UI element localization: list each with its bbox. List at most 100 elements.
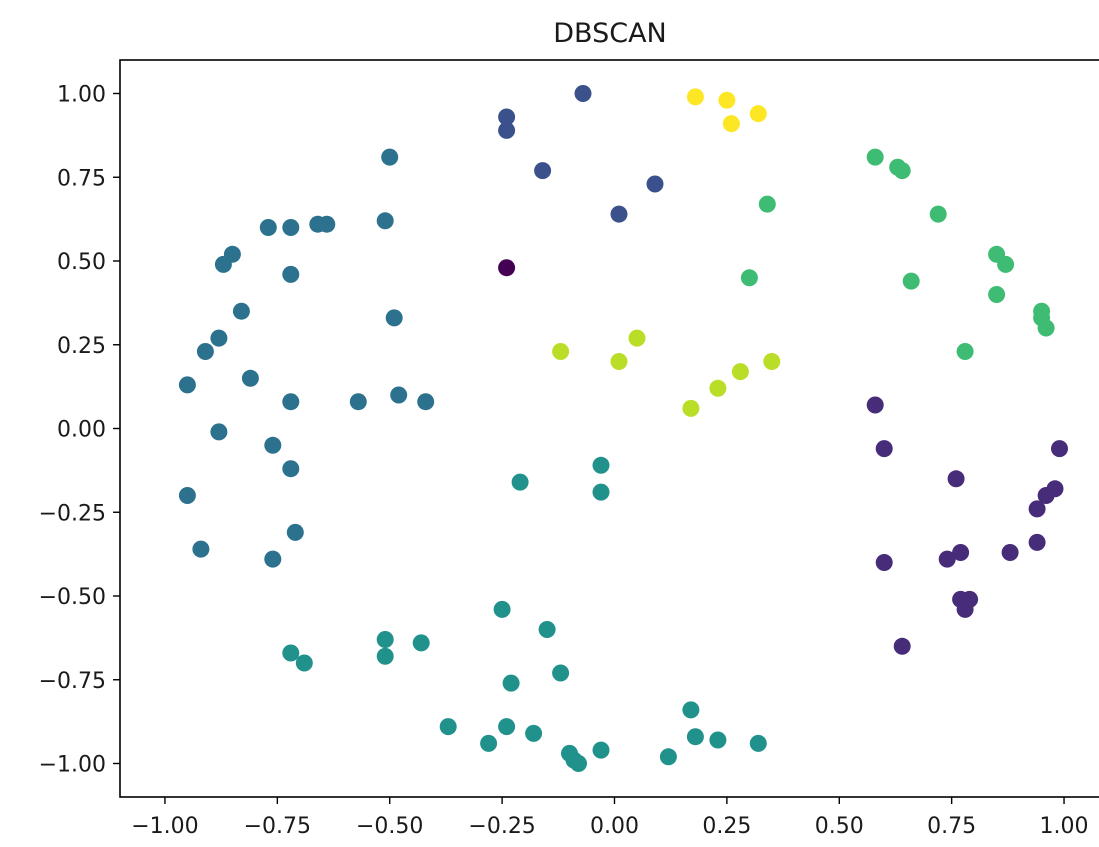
data-point-cluster-0 <box>1028 500 1046 518</box>
data-point-cluster-3 <box>282 644 300 662</box>
data-point-cluster-4 <box>997 255 1015 273</box>
data-point-cluster-4 <box>740 269 758 287</box>
data-point-cluster-4 <box>893 162 911 180</box>
data-point-cluster-2 <box>381 148 399 166</box>
data-point-cluster-2 <box>376 212 394 230</box>
data-point-cluster-2 <box>178 487 196 504</box>
data-point-cluster-4 <box>956 343 974 360</box>
data-point-cluster-0 <box>1051 440 1068 458</box>
data-point-cluster-4 <box>758 195 776 213</box>
data-point-cluster-2 <box>214 255 232 273</box>
data-point-cluster-2 <box>282 460 300 478</box>
data-point-cluster-0 <box>875 440 893 458</box>
data-point-cluster-2 <box>264 550 282 568</box>
data-point-cluster-3 <box>376 631 394 648</box>
data-point-cluster-4 <box>902 272 920 290</box>
data-point-cluster-2 <box>417 393 435 411</box>
x-tick-label: 0.00 <box>590 814 639 839</box>
data-point-cluster-2 <box>210 423 228 441</box>
data-point-cluster-2 <box>282 265 300 283</box>
data-point-cluster-1 <box>498 108 516 126</box>
y-tick-label: 0.00 <box>57 418 106 443</box>
x-tick-label: 0.50 <box>815 814 864 839</box>
data-point-cluster-6 <box>722 115 740 133</box>
plot-area <box>178 85 1068 772</box>
y-tick-label: 0.50 <box>57 250 106 275</box>
data-point-cluster-3 <box>502 674 520 692</box>
y-tick-label: 1.00 <box>57 83 106 108</box>
data-point-cluster-2 <box>210 329 228 347</box>
chart-title: DBSCAN <box>553 18 667 49</box>
data-point-cluster-3 <box>498 718 516 736</box>
data-point-cluster-0 <box>866 396 884 414</box>
data-point-cluster-3 <box>682 701 700 719</box>
data-point-cluster-4 <box>1037 319 1055 337</box>
data-point-cluster-3 <box>511 473 529 491</box>
data-point-cluster-3 <box>480 734 498 752</box>
data-point-cluster-0 <box>1037 487 1055 504</box>
data-point-cluster-5 <box>763 353 781 370</box>
data-point-cluster-3 <box>686 728 704 746</box>
data-point-cluster-3 <box>659 748 677 766</box>
data-point-cluster-3 <box>439 718 457 736</box>
data-point-cluster-5 <box>682 399 700 417</box>
data-point-cluster-2 <box>349 393 367 411</box>
data-point-cluster-5 <box>731 363 749 381</box>
data-point-cluster-2 <box>241 369 259 387</box>
data-point-cluster-3 <box>709 731 727 749</box>
data-point-cluster-2 <box>390 386 408 404</box>
data-point-cluster-3 <box>570 755 587 772</box>
data-point-cluster-0 <box>893 637 911 655</box>
data-point-cluster-1 <box>498 121 516 139</box>
data-point-cluster-0 <box>938 550 956 568</box>
data-point-cluster-5 <box>552 343 570 360</box>
y-tick-label: −0.50 <box>39 585 106 610</box>
data-point-cluster-6 <box>718 91 736 109</box>
data-point-cluster-2 <box>232 302 250 320</box>
data-point-cluster-1 <box>646 175 664 193</box>
x-tick-label: 0.25 <box>702 814 751 839</box>
data-point-cluster-3 <box>749 734 767 752</box>
data-point-cluster-0 <box>1001 544 1019 561</box>
axes-frame <box>119 59 1099 798</box>
x-tick-label: 0.75 <box>927 814 976 839</box>
data-point-cluster-2 <box>192 540 210 558</box>
x-tick-label: 1.00 <box>1040 814 1089 839</box>
data-point-cluster-2 <box>385 309 403 327</box>
data-point-cluster-3 <box>538 621 556 638</box>
data-point-cluster-2 <box>318 215 336 233</box>
data-point-cluster-3 <box>592 456 610 474</box>
data-point-cluster-3 <box>552 664 570 682</box>
data-point-cluster-2 <box>196 343 214 360</box>
data-point-cluster-3 <box>493 600 511 618</box>
data-point-cluster-0 <box>952 544 970 561</box>
data-point-cluster-2 <box>286 523 304 541</box>
data-point-cluster-5 <box>610 353 628 370</box>
data-point-cluster-2 <box>264 436 282 454</box>
x-tick-label: −0.25 <box>468 814 535 839</box>
data-point-cluster-3 <box>295 654 313 672</box>
data-point-cluster-3 <box>592 483 610 501</box>
x-tick-label: −0.75 <box>244 814 311 839</box>
data-point-cluster--1 <box>498 259 516 277</box>
data-point-cluster-3 <box>412 634 430 652</box>
data-point-cluster-2 <box>282 219 300 236</box>
x-axis: −1.00 −0.75 −0.50 −0.25 0.00 0.25 0.50 0.75 1.00 <box>131 797 1089 839</box>
data-point-cluster-3 <box>525 724 543 742</box>
data-point-cluster-2 <box>282 393 300 411</box>
data-point-cluster-2 <box>178 376 196 394</box>
data-point-cluster-2 <box>259 219 277 236</box>
data-point-cluster-3 <box>376 647 394 665</box>
data-point-cluster-0 <box>947 470 965 488</box>
y-tick-label: 0.25 <box>57 334 106 359</box>
data-point-cluster-1 <box>534 162 552 180</box>
data-point-cluster-0 <box>875 554 893 571</box>
data-point-cluster-5 <box>628 329 646 347</box>
data-point-cluster-1 <box>610 205 628 223</box>
data-point-cluster-4 <box>929 205 947 223</box>
data-point-cluster-6 <box>686 88 704 106</box>
data-point-cluster-4 <box>988 286 1006 303</box>
y-tick-label: −0.75 <box>39 669 106 694</box>
